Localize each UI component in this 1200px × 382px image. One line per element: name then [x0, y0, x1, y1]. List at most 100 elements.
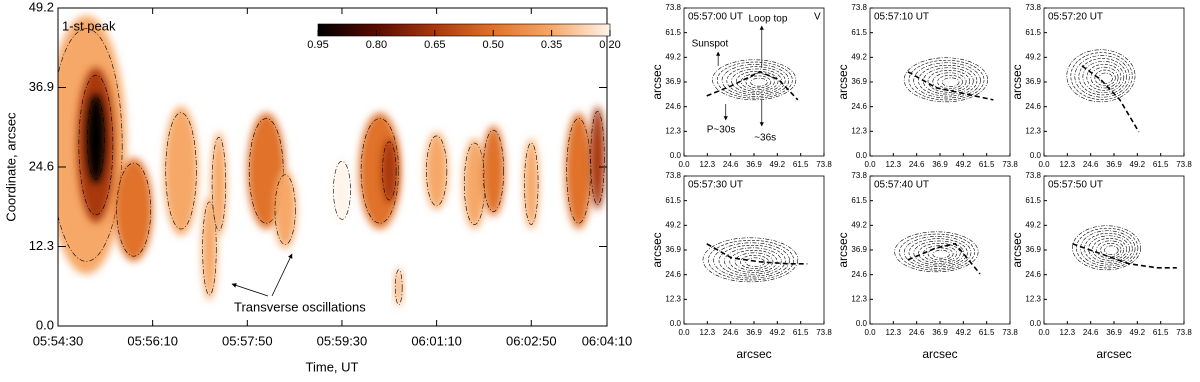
x-tick-label: 0.0	[1038, 160, 1050, 169]
x-tick-label: 05:57:50	[222, 333, 273, 348]
y-tick-label: 36.9	[29, 79, 54, 94]
x-tick-label: 0.0	[678, 160, 690, 169]
x-axis-label: arcsec	[1096, 347, 1131, 361]
x-tick-label: 12.3	[1060, 160, 1076, 169]
y-tick-label: 73.8	[851, 171, 867, 180]
y-tick-label: 73.8	[851, 3, 867, 12]
x-tick-label: 73.8	[1176, 160, 1192, 169]
y-tick-label: 12.3	[851, 294, 867, 303]
y-tick-label: 73.8	[1025, 171, 1041, 180]
x-tick-label: 49.2	[956, 160, 972, 169]
y-tick-label: 49.2	[29, 0, 54, 14]
panel-title: 05:57:30 UT	[688, 180, 743, 191]
y-tick-label: 73.8	[665, 3, 681, 12]
intensity-blob	[115, 158, 153, 261]
x-tick-label: 61.5	[979, 160, 995, 169]
x-tick-label: 05:59:30	[317, 333, 368, 348]
x-tick-label: 36.9	[1106, 160, 1122, 169]
y-tick-label: 36.9	[851, 77, 867, 86]
x-tick-label: 0.0	[864, 328, 876, 337]
x-tick-label: 36.9	[932, 328, 948, 337]
y-tick-label: 73.8	[665, 171, 681, 180]
intensity-blob	[395, 268, 403, 307]
x-tick-label: 06:02:50	[506, 333, 557, 348]
y-tick-label: 36.9	[665, 77, 681, 86]
y-tick-label: 12.3	[1025, 126, 1041, 135]
annotation: V	[814, 12, 821, 23]
y-tick-label: 12.3	[851, 126, 867, 135]
intensity-blob	[425, 132, 448, 210]
y-tick-label: 24.6	[29, 158, 54, 173]
colorbar-tick-label: 0.35	[541, 39, 562, 51]
x-axis-label: arcsec	[922, 347, 957, 361]
y-tick-label: 24.6	[851, 102, 867, 111]
x-tick-label: 0.0	[678, 328, 690, 337]
x-tick-label: 06:04:10	[582, 333, 633, 348]
y-tick-label: 24.6	[1025, 102, 1041, 111]
y-tick-label: 61.5	[1025, 28, 1041, 37]
y-tick-label: 49.2	[665, 220, 681, 229]
x-tick-label: 12.3	[886, 328, 902, 337]
y-tick-label: 36.9	[851, 245, 867, 254]
y-axis-label: arcsec	[650, 64, 664, 99]
y-tick-label: 61.5	[851, 28, 867, 37]
x-tick-label: 49.2	[956, 328, 972, 337]
annotation: Sunspot	[692, 39, 729, 50]
y-tick-label: 73.8	[1025, 3, 1041, 12]
intensity-blob	[463, 139, 486, 229]
x-axis-label: Time, UT	[306, 359, 359, 374]
x-tick-label: 73.8	[816, 328, 832, 337]
x-tick-label: 61.5	[793, 160, 809, 169]
colorbar	[318, 24, 610, 36]
x-tick-label: 49.2	[1130, 160, 1146, 169]
y-tick-label: 24.6	[1025, 270, 1041, 279]
y-axis-label: arcsec	[650, 232, 664, 267]
panel-frame	[684, 176, 824, 324]
x-tick-label: 0.0	[1038, 328, 1050, 337]
y-tick-label: 0.0	[670, 151, 682, 160]
x-tick-label: 05:56:10	[127, 333, 178, 348]
intensity-blob	[333, 158, 352, 223]
y-tick-label: 0.0	[670, 319, 682, 328]
annotation: Loop top	[748, 14, 787, 25]
y-tick-label: 49.2	[851, 220, 867, 229]
x-tick-label: 24.6	[909, 160, 925, 169]
y-axis-label: Coordinate, arcsec	[3, 112, 18, 222]
panel-title: 05:57:40 UT	[874, 180, 929, 191]
x-tick-label: 36.9	[746, 160, 762, 169]
y-tick-label: 61.5	[665, 196, 681, 205]
panel-frame	[870, 8, 1010, 156]
intensity-blob	[482, 126, 505, 216]
intensity-blob	[524, 139, 539, 229]
y-tick-label: 24.6	[851, 270, 867, 279]
x-tick-label: 12.3	[886, 160, 902, 169]
intensity-blob	[211, 132, 226, 235]
y-tick-label: 49.2	[1025, 220, 1041, 229]
x-tick-label: 49.2	[770, 328, 786, 337]
y-tick-label: 61.5	[665, 28, 681, 37]
colorbar-tick-label: 0.80	[366, 39, 387, 51]
y-tick-label: 49.2	[851, 52, 867, 61]
annotation: ~36s	[754, 133, 776, 144]
y-axis-label: arcsec	[1010, 232, 1024, 267]
x-tick-label: 73.8	[1002, 328, 1018, 337]
x-tick-label: 73.8	[1002, 160, 1018, 169]
intensity-blob	[590, 106, 605, 209]
x-tick-label: 12.3	[1060, 328, 1076, 337]
panel-frame	[870, 176, 1010, 324]
intensity-blob	[164, 106, 198, 235]
arrow	[272, 254, 292, 296]
x-tick-label: 05:54:30	[33, 333, 84, 348]
heatmap-area	[47, 16, 605, 307]
x-tick-label: 24.6	[723, 160, 739, 169]
annotation: Transverse oscillations	[234, 299, 366, 314]
x-tick-label: 06:01:10	[411, 333, 462, 348]
y-tick-label: 49.2	[1025, 52, 1041, 61]
x-tick-label: 36.9	[1106, 328, 1122, 337]
panel-title: 05:57:20 UT	[1048, 12, 1103, 23]
colorbar-tick-label: 0.50	[482, 39, 503, 51]
y-tick-label: 61.5	[1025, 196, 1041, 205]
y-axis-label: arcsec	[836, 64, 850, 99]
x-tick-label: 61.5	[793, 328, 809, 337]
x-tick-label: 61.5	[1153, 160, 1169, 169]
